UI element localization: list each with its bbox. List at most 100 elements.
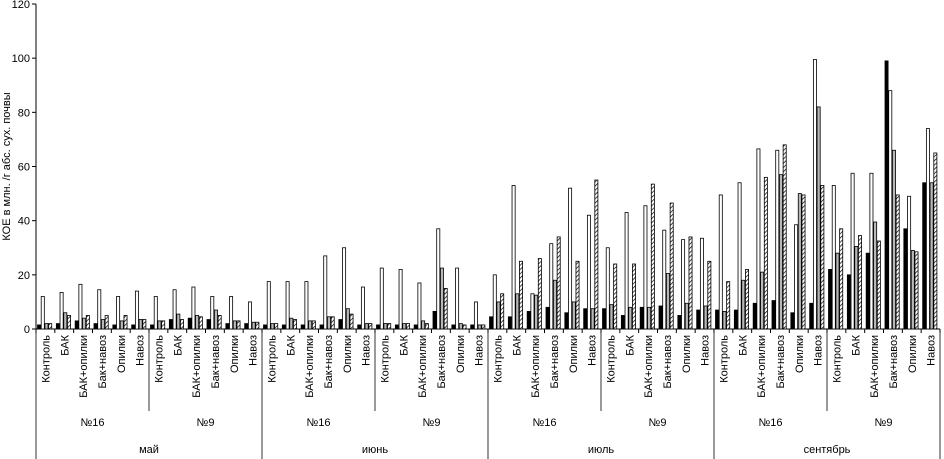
bar-series-1 bbox=[451, 324, 456, 330]
bar-series-2 bbox=[455, 267, 460, 330]
bar-series-2 bbox=[304, 281, 309, 330]
bar-series-3 bbox=[647, 306, 652, 330]
bar-series-4 bbox=[330, 316, 335, 330]
bar-series-2 bbox=[323, 255, 328, 330]
bar-series-4 bbox=[311, 320, 316, 330]
category-label: Навоз bbox=[813, 335, 825, 366]
bar-series-2 bbox=[153, 296, 158, 330]
bar-series-1 bbox=[376, 324, 381, 330]
bar-series-4 bbox=[782, 144, 787, 330]
bar-series-4 bbox=[575, 260, 580, 330]
bar-series-1 bbox=[263, 324, 268, 330]
bar-series-4 bbox=[236, 320, 241, 330]
bar-series-3 bbox=[440, 267, 444, 330]
bar-series-2 bbox=[511, 185, 516, 330]
bar-series-4 bbox=[443, 287, 448, 330]
category-label: Опилки bbox=[681, 335, 693, 373]
bar-series-2 bbox=[718, 194, 723, 330]
category-label: Бак+навоз bbox=[436, 335, 448, 389]
bar-series-3 bbox=[571, 301, 576, 330]
category-label: Навоз bbox=[474, 335, 486, 366]
category-label: БАК+опилки bbox=[191, 335, 203, 398]
plot-label: №9 bbox=[875, 417, 893, 429]
y-tick-label: 60 bbox=[18, 162, 30, 174]
bar-series-2 bbox=[794, 224, 799, 330]
bar-series-1 bbox=[489, 316, 494, 330]
bar-series-3 bbox=[873, 221, 878, 330]
bar-series-3 bbox=[797, 193, 802, 330]
bar-series-1 bbox=[922, 182, 927, 330]
bar-series-4 bbox=[67, 315, 71, 330]
bar-series-2 bbox=[417, 282, 422, 330]
bar-series-4 bbox=[613, 263, 618, 330]
bar-series-3 bbox=[289, 317, 294, 330]
bar-series-1 bbox=[300, 324, 305, 330]
category-label: Бак+навоз bbox=[662, 335, 674, 389]
bar-series-3 bbox=[458, 323, 463, 330]
month-label: сентябрь bbox=[804, 444, 851, 456]
bar-series-2 bbox=[492, 274, 497, 330]
bar-series-1 bbox=[55, 323, 60, 330]
category-label: Бак+навоз bbox=[323, 335, 335, 389]
category-label: Опилки bbox=[229, 335, 241, 373]
bar-series-1 bbox=[74, 320, 79, 330]
bar-series-2 bbox=[888, 90, 893, 330]
bar-series-1 bbox=[432, 310, 437, 330]
bar-series-3 bbox=[534, 294, 539, 330]
bar-series-1 bbox=[677, 315, 682, 330]
bar-series-1 bbox=[752, 302, 757, 330]
bar-series-4 bbox=[424, 323, 429, 330]
month-label: июнь bbox=[362, 444, 388, 456]
bar-series-3 bbox=[816, 106, 821, 330]
bar-series-4 bbox=[537, 258, 542, 330]
y-tick-label: 40 bbox=[18, 216, 30, 228]
bar-series-3 bbox=[779, 174, 783, 330]
bar-series-1 bbox=[187, 317, 192, 330]
category-label: Опилки bbox=[342, 335, 354, 373]
bar-series-1 bbox=[150, 324, 155, 330]
bar-series-4 bbox=[669, 202, 674, 330]
bar-series-4 bbox=[707, 260, 712, 330]
bar-series-4 bbox=[914, 251, 919, 330]
category-label: Контроль bbox=[266, 335, 278, 383]
bar-series-4 bbox=[217, 315, 222, 330]
category-label: Опилки bbox=[455, 335, 467, 373]
bar-series-1 bbox=[225, 323, 230, 330]
bar-series-1 bbox=[37, 324, 42, 330]
category-label: Навоз bbox=[248, 335, 260, 366]
bar-series-3 bbox=[609, 304, 614, 330]
bar-series-4 bbox=[876, 240, 881, 330]
bar-series-2 bbox=[756, 148, 761, 330]
category-label: Контроль bbox=[492, 335, 504, 383]
bar-series-2 bbox=[210, 296, 215, 330]
bar-series-2 bbox=[229, 296, 234, 330]
bar-series-2 bbox=[40, 296, 45, 330]
bar-series-3 bbox=[553, 279, 557, 330]
bar-series-2 bbox=[605, 247, 610, 330]
bar-series-4 bbox=[255, 321, 260, 330]
bar-series-1 bbox=[583, 308, 588, 330]
bar-series-4 bbox=[726, 281, 731, 330]
bar-series-3 bbox=[496, 301, 501, 330]
bar-series-3 bbox=[835, 252, 840, 330]
bar-series-3 bbox=[327, 316, 331, 330]
category-label: Контроль bbox=[605, 335, 617, 383]
bar-series-2 bbox=[266, 281, 271, 330]
category-label: Навоз bbox=[700, 335, 712, 366]
bar-series-4 bbox=[349, 313, 354, 330]
category-label: Контроль bbox=[831, 335, 843, 383]
bar-series-3 bbox=[684, 302, 689, 330]
category-label: БАК bbox=[737, 334, 749, 355]
category-label: Контроль bbox=[718, 335, 730, 383]
bar-series-4 bbox=[688, 236, 693, 330]
category-label: БАК+опилки bbox=[756, 335, 768, 398]
bar-series-4 bbox=[858, 235, 862, 330]
bar-series-2 bbox=[775, 149, 780, 330]
bar-series-1 bbox=[507, 316, 512, 330]
bar-series-2 bbox=[568, 187, 573, 330]
bar-series-2 bbox=[699, 237, 704, 330]
bar-series-3 bbox=[421, 320, 426, 330]
bars-layer bbox=[37, 59, 938, 330]
bar-series-4 bbox=[48, 323, 53, 330]
